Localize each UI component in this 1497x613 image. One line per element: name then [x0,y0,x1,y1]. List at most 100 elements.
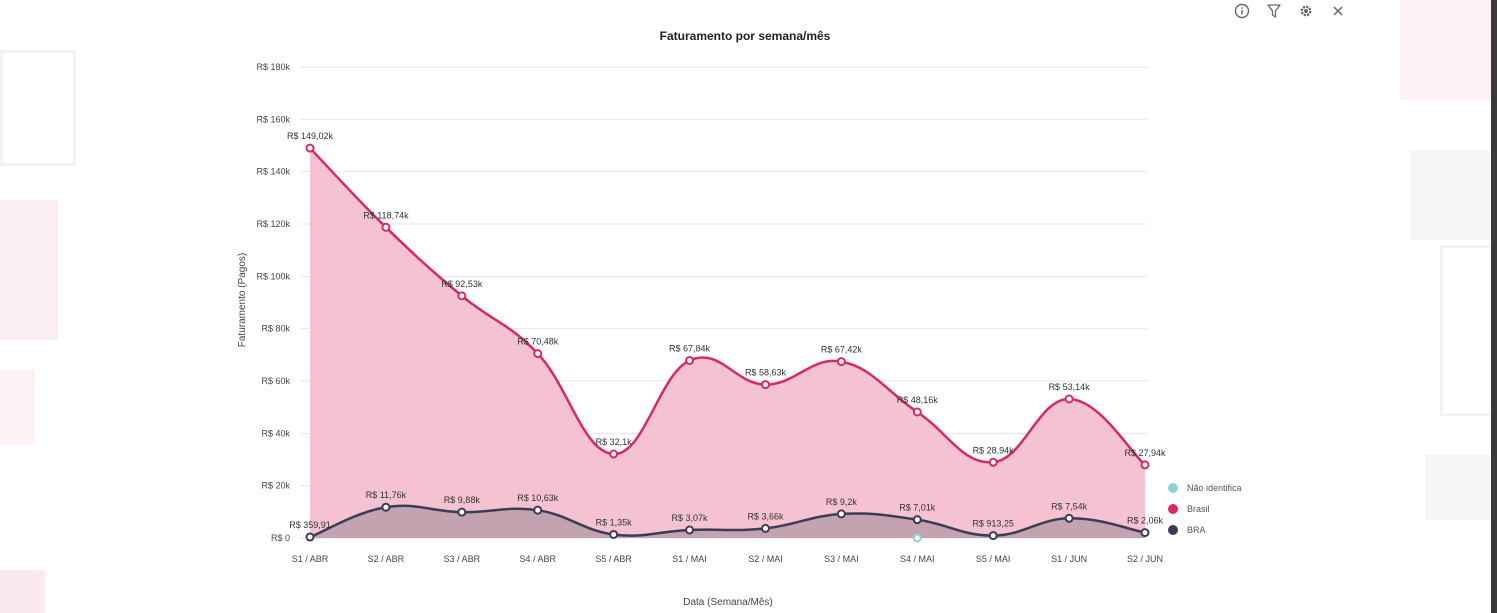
brasil-point [988,457,998,467]
bra-point [760,523,770,533]
bra-point [305,532,315,542]
brasil-point [305,143,315,153]
brasil-area [310,148,1145,538]
y-tick-label: R$ 100k [256,271,290,281]
brasil-point [533,349,543,359]
brasil-data-label: R$ 118,74k [363,210,409,220]
filter-icon[interactable] [1265,2,1283,20]
brasil-point [1064,394,1074,404]
y-tick-label: R$ 40k [261,428,290,438]
x-tick-label: S3 / MAI [824,554,859,564]
brasil-data-label: R$ 53,14k [1049,382,1091,392]
y-tick-label: R$ 80k [261,324,290,334]
bra-point [836,509,846,519]
background-decoration [0,50,76,166]
background-decoration [1410,150,1490,240]
area-chart: Faturamento por semana/mês R$ 149,02k R$ … [237,29,1242,608]
chart-title: Faturamento por semana/mês [660,29,831,43]
x-axis-label: Data (Semana/Mês) [683,597,772,608]
x-tick-label: S1 / MAI [672,554,707,564]
brasil-data-label: R$ 149,02k [287,131,334,141]
bra-data-label: R$ 3,66k [747,511,784,521]
background-decoration [0,200,58,340]
brasil-data-label: R$ 92,53k [441,279,483,289]
brasil-point [760,380,770,390]
legend-item-label: Brasil [1187,504,1210,514]
brasil-data-label: R$ 27,94k [1124,448,1166,458]
x-tick-label: S4 / MAI [900,554,935,564]
background-decoration [0,570,45,613]
legend-marker [1168,483,1178,493]
chart-card: Faturamento por semana/mês R$ 149,02k R$ … [85,0,1400,613]
bra-data-label: R$ 7,54k [1051,501,1088,511]
y-tick-label: R$ 180k [256,62,290,72]
brasil-point [912,407,922,417]
bra-point [457,507,467,517]
brasil-data-label: R$ 58,63k [745,368,787,378]
x-tick-label: S1 / ABR [292,554,329,564]
bra-point [1064,513,1074,523]
bra-data-label: R$ 9,88k [444,495,481,505]
bra-point [685,525,695,535]
legend-marker [1168,525,1178,535]
bra-data-label: R$ 7,01k [899,503,936,513]
brasil-point [381,222,391,232]
legend-marker [1168,504,1178,514]
brasil-data-label: R$ 67,84k [669,343,711,353]
gear-icon[interactable] [1297,2,1315,20]
legend-item-label: Não identifica [1187,483,1242,493]
brasil-point [609,449,619,459]
x-tick-label: S4 / ABR [519,554,556,564]
brasil-point [457,291,467,301]
y-tick-label: R$ 120k [256,219,290,229]
x-tick-label: S2 / ABR [368,554,405,564]
x-tick-label: S5 / MAI [976,554,1011,564]
brasil-data-label: R$ 67,42k [821,345,863,355]
legend-item-label: BRA [1187,525,1206,535]
bra-point [381,502,391,512]
x-tick-label: S3 / ABR [444,554,481,564]
brasil-line [309,147,1146,466]
bra-point [912,515,922,525]
bra-data-label: R$ 359,91 [289,520,331,530]
brasil-data-label: R$ 28,94k [973,445,1015,455]
brasil-data-label: R$ 70,48k [517,337,559,347]
bra-point [533,505,543,515]
y-tick-label: R$ 140k [256,167,290,177]
y-tick-label: R$ 160k [256,114,290,124]
brasil-data-label: R$ 48,16k [897,395,939,405]
bra-point [609,529,619,539]
y-tick-label: R$ 60k [261,376,290,386]
brasil-data-label: R$ 32,1k [596,437,633,447]
bra-data-label: R$ 10,63k [517,493,559,503]
bra-data-label: R$ 913,25 [972,519,1014,529]
bra-data-label: R$ 9,2k [826,497,858,507]
x-tick-label: S5 / ABR [595,554,632,564]
bra-point [1140,528,1150,538]
bra-area [310,505,1145,538]
chart-toolbar [1233,0,1347,22]
x-tick-label: S2 / JUN [1127,554,1163,564]
brasil-point [836,357,846,367]
y-tick-label: R$ 0 [271,533,290,543]
bra-data-label: R$ 11,76k [366,490,407,500]
x-tick-label: S1 / JUN [1051,554,1087,564]
brasil-point [1140,460,1150,470]
window-edge [1491,0,1497,613]
brasil-point [685,355,695,365]
background-decoration [1425,455,1490,520]
bra-data-label: R$ 2,06k [1127,516,1164,526]
nao-identifica-point [912,533,922,543]
background-decoration [1400,0,1497,100]
close-icon[interactable] [1329,2,1347,20]
background-decoration [1440,245,1496,416]
background-decoration [0,370,35,445]
bra-data-label: R$ 1,35k [596,517,633,527]
x-tick-label: S2 / MAI [748,554,783,564]
bra-data-label: R$ 3,07k [672,513,709,523]
y-tick-label: R$ 20k [261,481,290,491]
info-icon[interactable] [1233,2,1251,20]
y-axis-label: Faturamento (Pagos) [237,253,248,348]
bra-line [309,504,1146,539]
bra-point [988,531,998,541]
